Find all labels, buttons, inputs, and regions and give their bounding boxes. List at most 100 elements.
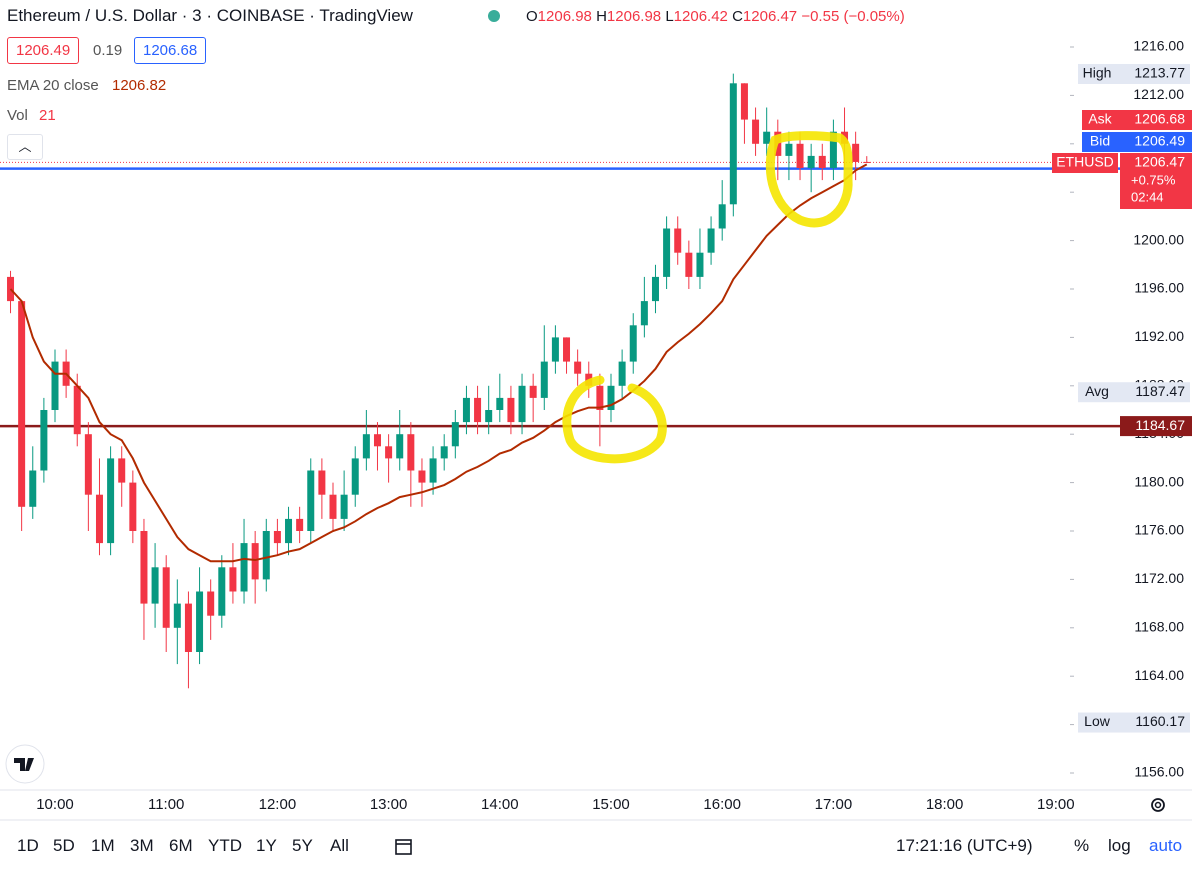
level-label-bg: [1078, 63, 1190, 84]
candle-body: [396, 434, 404, 459]
tv-logo: [5, 744, 45, 784]
y-tick-label: 1156.00: [1134, 764, 1184, 780]
level-name: Avg: [1085, 383, 1109, 399]
range-button[interactable]: YTD: [208, 836, 242, 855]
x-tick-label: 12:00: [259, 796, 297, 813]
candle-body: [196, 591, 204, 652]
candle-body: [29, 470, 37, 507]
candle-body: [640, 301, 648, 326]
candle-body: [496, 397, 504, 410]
candle-body: [807, 155, 815, 168]
range-button[interactable]: 3M: [130, 836, 154, 855]
indicator-value: 21: [39, 107, 56, 124]
x-tick-label: 16:00: [703, 796, 741, 813]
symbol-label: ETHUSD: [1056, 154, 1114, 170]
quote-value: 1206.68: [1134, 111, 1185, 127]
candle-body: [818, 155, 826, 168]
y-tick-label: 1200.00: [1133, 231, 1184, 247]
candle-body: [752, 119, 760, 144]
candle-body: [429, 458, 437, 483]
candle-body: [618, 361, 626, 386]
x-tick-label: 15:00: [592, 796, 630, 813]
auto-toggle[interactable]: auto: [1149, 836, 1183, 855]
candle-body: [574, 361, 582, 374]
candle-body: [551, 337, 559, 362]
range-button[interactable]: All: [330, 836, 349, 855]
ohlc-values: O1206.98 H1206.98 L1206.42 C1206.47 −0.5…: [526, 8, 905, 25]
log-toggle[interactable]: log: [1108, 836, 1131, 855]
range-button[interactable]: 1M: [91, 836, 115, 855]
value: 1206.42: [673, 8, 728, 25]
price-label: 1184.67: [1135, 417, 1185, 433]
value: 1206.98: [606, 8, 662, 25]
range-button[interactable]: 6M: [169, 836, 193, 855]
x-tick-label: 19:00: [1037, 796, 1075, 813]
y-tick-label: 1168.00: [1134, 619, 1184, 635]
candle-body: [385, 446, 393, 459]
symbol-label-bg: [1052, 153, 1118, 173]
candle-body: [563, 337, 571, 362]
quote-name: Bid: [1090, 133, 1110, 149]
candle-body: [351, 458, 359, 495]
candle-body: [651, 276, 659, 302]
candle-body: [73, 385, 81, 435]
last-change: +0.75%: [1131, 172, 1176, 187]
candle-body: [262, 531, 270, 580]
sell-button[interactable]: 1206.49: [7, 37, 80, 64]
value: 1206.98: [537, 8, 592, 25]
candle-body: [285, 518, 293, 544]
y-tick-label: 1196.00: [1134, 280, 1184, 296]
clock[interactable]: 17:21:16 (UTC+9): [896, 836, 1033, 855]
range-button[interactable]: 1Y: [256, 836, 277, 855]
range-button[interactable]: 1D: [17, 836, 39, 855]
y-tick-label: 1192.00: [1134, 328, 1184, 344]
candle-body: [240, 543, 248, 592]
y-tick-label: 1172.00: [1134, 570, 1184, 586]
candle-body: [607, 385, 615, 410]
x-tick-label: 10:00: [36, 796, 74, 813]
level-value: 1160.17: [1135, 713, 1185, 729]
last-label-bg: [1120, 153, 1192, 209]
y-tick-label: 1180.00: [1134, 473, 1184, 489]
percent-toggle[interactable]: %: [1074, 836, 1090, 855]
y-tick-label: 1216.00: [1133, 38, 1184, 54]
indicator-label: EMA 20 close: [7, 77, 99, 94]
plot: [0, 73, 1070, 689]
level-value: 1187.47: [1135, 383, 1185, 399]
quote-label-bg: [1082, 132, 1192, 152]
candle-body: [451, 422, 459, 447]
candle-body: [307, 470, 315, 531]
candle-body: [318, 470, 326, 495]
highlight-circle: [765, 131, 853, 228]
quote-value: 1206.49: [1134, 133, 1185, 149]
range-button[interactable]: 5D: [53, 836, 75, 855]
range-button[interactable]: 5Y: [292, 836, 313, 855]
candle-body: [118, 458, 126, 483]
candle-body: [218, 567, 226, 616]
buy-button[interactable]: 1206.68: [134, 37, 207, 64]
highlight: [562, 131, 853, 464]
candle-body: [507, 397, 515, 423]
candle-body: [407, 434, 415, 471]
settings-icon[interactable]: [1151, 798, 1165, 812]
market-status: [488, 10, 500, 22]
level-name: Low: [1084, 713, 1111, 729]
candle-body: [329, 494, 337, 519]
level-label-bg: [1078, 712, 1190, 733]
symbol[interactable]: Ethereum / U.S. Dollar · 3 · COINBASE · …: [7, 6, 413, 25]
collapse-button[interactable]: ︿: [7, 134, 43, 160]
quote-name: Ask: [1088, 111, 1112, 127]
candle-body: [273, 531, 281, 544]
candle-body: [518, 385, 526, 423]
candle-body: [540, 361, 548, 398]
candle-body: [340, 494, 348, 519]
candle-body: [740, 83, 748, 120]
candle-body: [663, 228, 671, 277]
date-range-icon[interactable]: [393, 836, 415, 858]
change: −0.55 (−0.05%): [801, 8, 905, 25]
candle-body: [296, 518, 304, 531]
candle-body: [785, 143, 793, 156]
candle-body: [40, 410, 48, 471]
x-tick-label: 14:00: [481, 796, 519, 813]
